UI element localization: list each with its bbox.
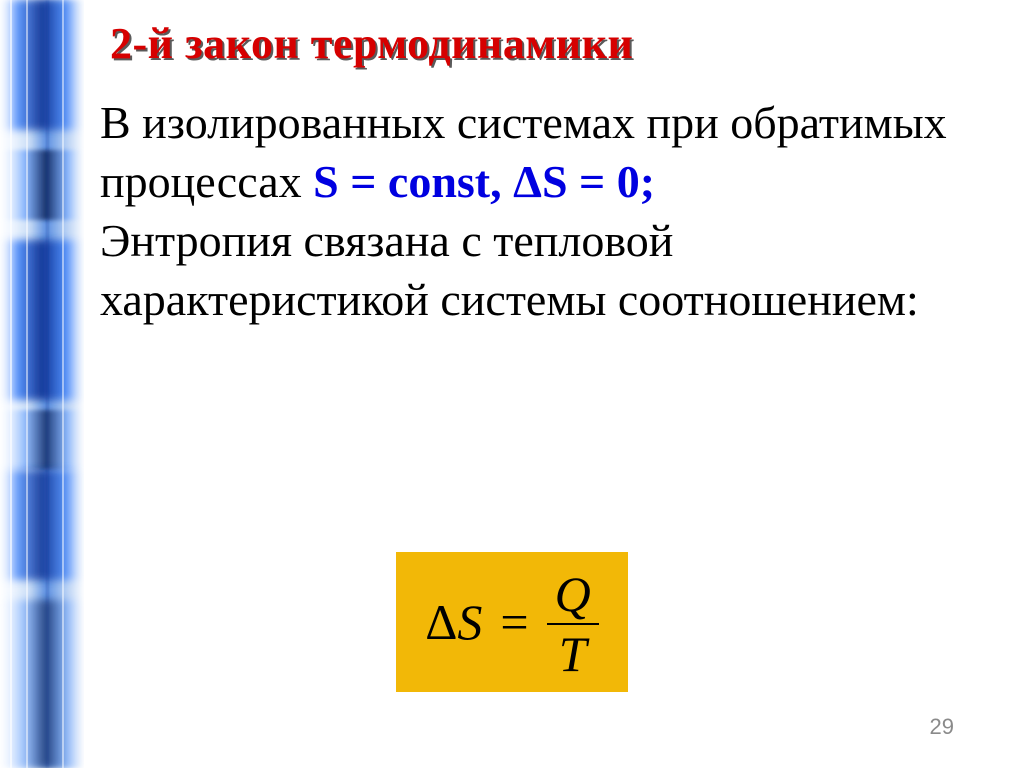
lhs-variable: S [457, 594, 482, 650]
numerator: Q [547, 569, 599, 619]
body-paragraph: В изолированных системах при обратимых п… [100, 94, 980, 330]
stripe-svg [0, 0, 84, 768]
left-decorative-stripe [0, 0, 84, 768]
page-number: 29 [930, 714, 954, 740]
delta-symbol: Δ [425, 594, 457, 650]
equals-sign: = [500, 593, 528, 651]
formula: ΔS = Q T [425, 567, 598, 677]
slide-title: 2-й закон термодинамики [110, 18, 633, 69]
fraction-bar [547, 623, 599, 625]
body-run: Энтропия связана с тепловой характеристи… [100, 215, 919, 325]
body-highlight: S = const, ΔS = 0; [313, 156, 655, 207]
slide: 2-й закон термодинамики В изолированных … [0, 0, 1024, 768]
denominator: T [551, 629, 595, 679]
fraction: Q T [547, 569, 599, 679]
formula-box: ΔS = Q T [396, 552, 628, 692]
